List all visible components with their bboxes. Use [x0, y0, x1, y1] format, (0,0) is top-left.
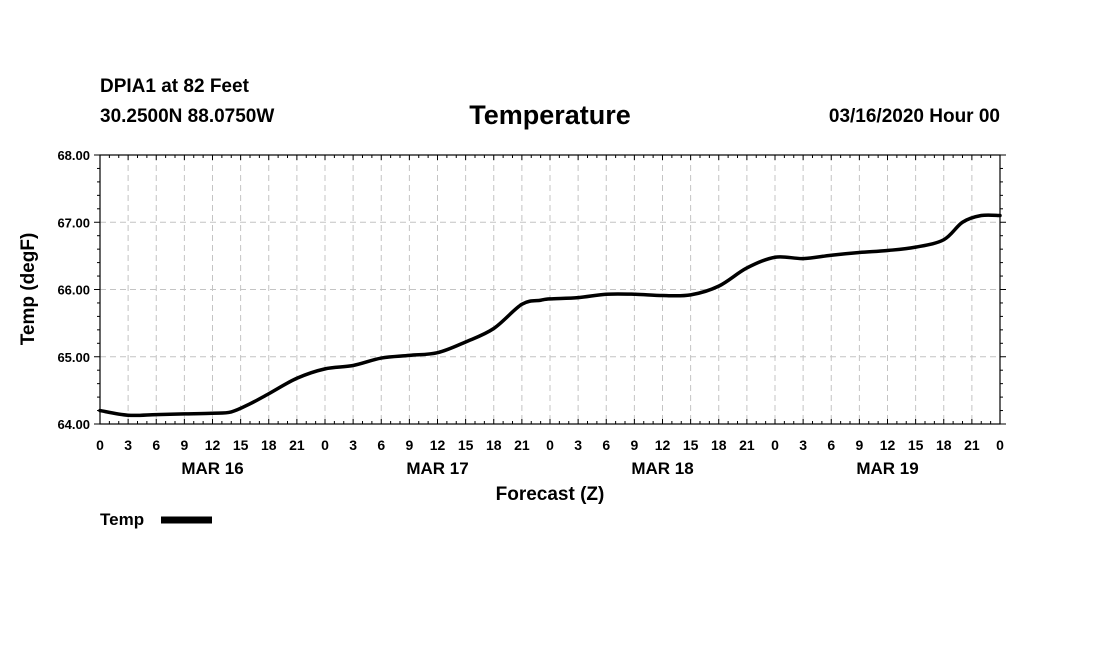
x-tick-label: 18	[711, 437, 727, 453]
x-tick-label: 9	[180, 437, 188, 453]
x-tick-label: 0	[96, 437, 104, 453]
x-tick-label: 21	[739, 437, 755, 453]
y-tick-label: 67.00	[57, 215, 90, 230]
x-tick-label: 15	[908, 437, 924, 453]
x-tick-label: 12	[655, 437, 671, 453]
x-tick-label: 18	[936, 437, 952, 453]
x-tick-label: 6	[152, 437, 160, 453]
x-tick-label: 3	[349, 437, 357, 453]
x-tick-label: 3	[799, 437, 807, 453]
x-tick-label: 21	[289, 437, 305, 453]
x-tick-label: 0	[321, 437, 329, 453]
station-coordinates: 30.2500N 88.0750W	[100, 106, 275, 127]
date-label: MAR 19	[856, 459, 918, 478]
x-tick-label: 0	[996, 437, 1004, 453]
y-tick-label: 66.00	[57, 283, 90, 298]
date-label: MAR 18	[631, 459, 693, 478]
chart-title: Temperature	[469, 100, 631, 130]
station-label: DPIA1 at 82 Feet	[100, 76, 249, 97]
x-tick-label: 9	[405, 437, 413, 453]
y-tick-label: 65.00	[57, 350, 90, 365]
x-tick-label: 3	[124, 437, 132, 453]
x-tick-label: 15	[233, 437, 249, 453]
x-tick-label: 6	[827, 437, 835, 453]
x-tick-label: 6	[602, 437, 610, 453]
x-tick-label: 3	[574, 437, 582, 453]
x-tick-label: 18	[486, 437, 502, 453]
x-tick-label: 12	[880, 437, 896, 453]
date-label: MAR 16	[181, 459, 243, 478]
y-axis-title: Temp (degF)	[18, 233, 39, 346]
plot-frame	[99, 154, 1001, 425]
x-axis-title: Forecast (Z)	[496, 484, 605, 505]
legend: Temp	[100, 510, 212, 529]
x-tick-label: 21	[514, 437, 530, 453]
x-tick-label: 0	[546, 437, 554, 453]
legend-label-temp: Temp	[100, 510, 144, 529]
grid-lines	[100, 155, 1000, 424]
y-tick-label: 64.00	[57, 417, 90, 432]
plot-axes	[94, 154, 1006, 425]
x-tick-label: 9	[855, 437, 863, 453]
forecast-run-time: 03/16/2020 Hour 00	[828, 106, 1000, 127]
x-tick-label: 0	[771, 437, 779, 453]
x-tick-label: 18	[261, 437, 277, 453]
series-layer	[98, 213, 1002, 418]
x-tick-label: 15	[458, 437, 474, 453]
x-tick-label: 6	[377, 437, 385, 453]
x-tick-label: 21	[964, 437, 980, 453]
y-tick-label: 68.00	[57, 148, 90, 163]
x-tick-label: 12	[430, 437, 446, 453]
axis-labels: 0 3 6 9 12 15 18 21 0 3 6 9 12 15 18 21 0 3 6 9 12 15 18 21 0 3 6 9…	[57, 148, 1004, 478]
x-tick-label: 9	[630, 437, 638, 453]
series-line-temp	[98, 213, 1002, 418]
x-tick-label: 15	[683, 437, 699, 453]
x-tick-label: 12	[205, 437, 221, 453]
date-label: MAR 17	[406, 459, 468, 478]
